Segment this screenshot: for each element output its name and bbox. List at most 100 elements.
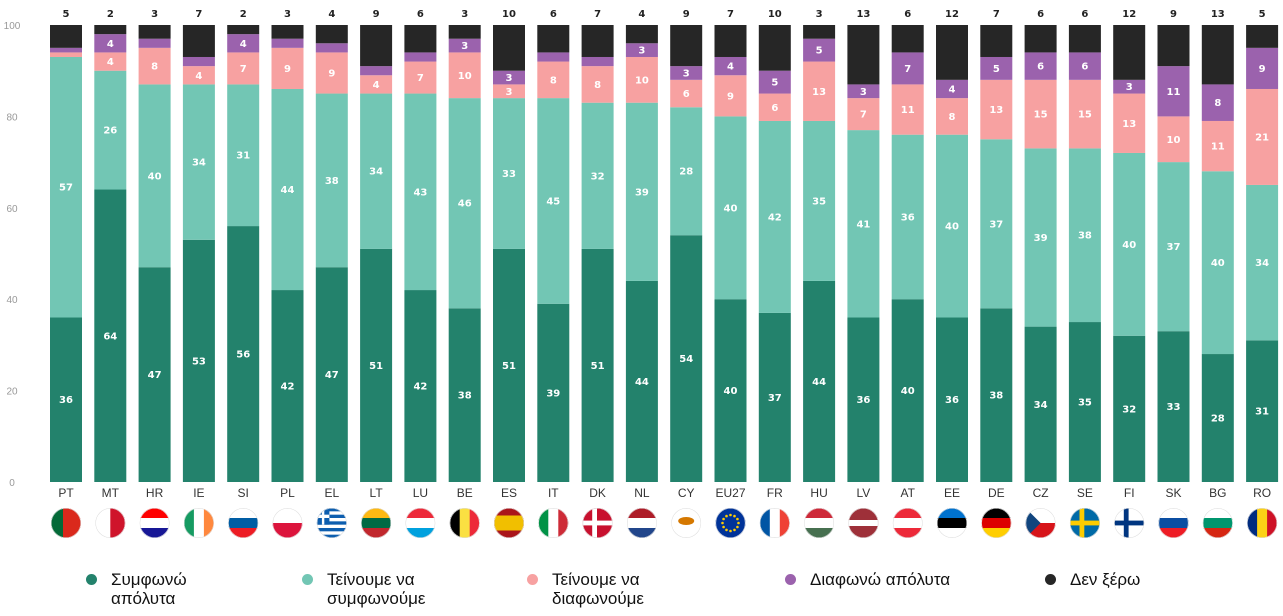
bar-segment (803, 25, 836, 39)
bar-segment (936, 25, 968, 80)
data-label-top: 5 (63, 9, 70, 20)
flag-border (582, 508, 613, 538)
bar-segment (537, 303, 570, 482)
data-label: 5 (816, 46, 823, 57)
flag-part (626, 518, 657, 529)
bar-segment (670, 66, 703, 80)
data-label: 39 (546, 388, 560, 399)
data-label: 39 (635, 187, 649, 198)
bar-segment (847, 98, 880, 131)
bar-segment (315, 43, 348, 53)
legend-item-tend-agree: Τείνουμε να συμφωνούμε (302, 570, 467, 608)
bar-segment (404, 290, 437, 482)
bar-CY: 54 28 6 3 (670, 25, 703, 482)
data-label: 4 (195, 71, 202, 82)
flag-part (316, 518, 347, 522)
legend-item-strongly-agree: Συμφωνώ απόλυτα (86, 570, 251, 608)
bar-segment (182, 66, 215, 85)
data-label: 8 (151, 62, 158, 73)
flag-part (715, 508, 746, 538)
bar-segment (803, 38, 836, 62)
bar-segment (670, 25, 703, 67)
bar-segment (271, 38, 304, 48)
data-label: 40 (1211, 258, 1225, 269)
flag-part (405, 508, 436, 519)
data-label: 9 (727, 91, 734, 102)
bar-segment (1113, 93, 1146, 153)
bar-BE: 38 46 10 3 (448, 25, 481, 482)
bar-segment (182, 84, 215, 240)
data-label: 34 (1255, 258, 1269, 269)
data-label: 46 (458, 199, 472, 210)
bar-segment (625, 25, 658, 44)
flag-part (804, 508, 835, 519)
flag-part (678, 517, 695, 525)
bar-segment (803, 61, 836, 121)
legend-item-strongly-disagree: Διαφωνώ απόλυτα (785, 570, 1010, 589)
bar-segment (227, 52, 260, 85)
flag-part (1257, 508, 1268, 538)
flag-part (779, 508, 790, 538)
data-label: 7 (860, 110, 867, 121)
data-label-top: 4 (328, 9, 335, 20)
data-label: 34 (369, 167, 383, 178)
bar-segment (404, 93, 437, 291)
bar-segment (847, 84, 880, 99)
data-label: 41 (856, 219, 870, 230)
y-tick-label: 40 (6, 295, 18, 306)
data-label: 34 (192, 158, 206, 169)
data-label: 3 (638, 46, 645, 57)
data-label-top: 13 (1211, 9, 1225, 20)
bar-segment (537, 25, 570, 53)
bar-segment (980, 56, 1013, 80)
bar-segment (138, 267, 171, 482)
bar-FI: 32 40 13 3 (1113, 25, 1146, 482)
bar-segment (315, 25, 348, 44)
bar-RO: 31 34 21 9 (1246, 25, 1279, 482)
data-label: 4 (373, 80, 380, 91)
flag-part (736, 517, 739, 521)
flag-part (405, 518, 436, 529)
data-label: 40 (724, 203, 738, 214)
bar-segment (182, 56, 215, 67)
flag-border (671, 508, 702, 538)
data-label: 39 (1034, 233, 1048, 244)
flag-border (95, 508, 126, 538)
bar-segment (891, 25, 924, 53)
data-label-top: 3 (816, 9, 823, 20)
bar-segment (227, 25, 260, 35)
data-label: 47 (148, 370, 162, 381)
bar-segment (758, 120, 791, 313)
bar-segment (714, 75, 747, 117)
bar-segment (138, 38, 171, 48)
data-label: 11 (1167, 87, 1181, 98)
flag-part (469, 508, 480, 538)
bar-segment (1024, 326, 1057, 482)
bar-segment (94, 25, 127, 35)
flag-part (63, 508, 81, 538)
bar-segment (581, 248, 614, 482)
bar-segment (537, 52, 570, 62)
bar-segment (227, 226, 260, 482)
data-label: 15 (1034, 110, 1048, 121)
flag-border (715, 508, 746, 538)
bar-LT: 51 34 4 (360, 25, 393, 482)
bar-segment (448, 308, 481, 482)
category-label: BE (457, 486, 473, 500)
data-label: 3 (461, 41, 468, 52)
bar-MT: 64 26 4 4 (94, 25, 127, 482)
bar-segment (891, 299, 924, 482)
data-label-top: 6 (1037, 9, 1044, 20)
flag-part (721, 521, 724, 525)
bar-segment (448, 98, 481, 309)
flag-part (1069, 520, 1100, 526)
flag-part (804, 518, 835, 529)
data-label: 3 (506, 73, 513, 84)
data-label: 11 (1211, 142, 1225, 153)
czechia-flag-icon (1025, 508, 1056, 538)
bar-segment (271, 88, 304, 291)
flag-border (892, 508, 923, 538)
flag-part (494, 515, 524, 531)
category-label: ES (501, 486, 517, 500)
flag-border (1202, 508, 1233, 538)
